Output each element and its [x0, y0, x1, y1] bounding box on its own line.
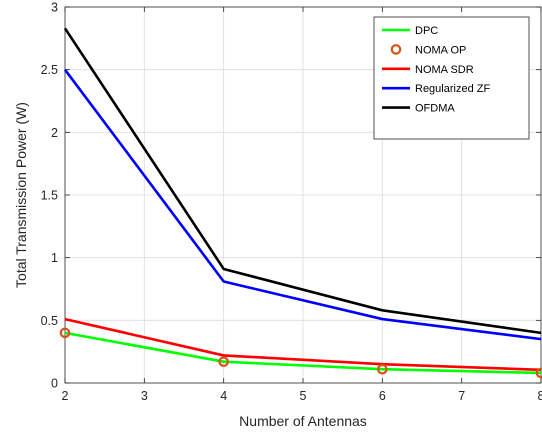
y-tick-label: 3	[51, 1, 58, 15]
data-point-noma-op	[218, 356, 229, 367]
series-lines	[63, 27, 542, 375]
y-tick-label: 1	[51, 251, 58, 265]
legend-label-noma-sdr: NOMA SDR	[415, 64, 474, 76]
data-point-noma-op	[535, 367, 542, 379]
legend-swatch-noma-op	[390, 44, 402, 55]
y-tick-labels: 0 0.5 1 1.5 2 2.5 3	[41, 1, 58, 391]
data-point-noma-op	[59, 327, 71, 339]
data-point-noma-op	[377, 363, 388, 375]
y-axis-label: Total Transmission Power (W)	[13, 102, 29, 288]
y-tick-label: 0	[51, 377, 58, 391]
axis-ticks	[64, 6, 542, 384]
x-tick-label: 3	[141, 389, 148, 403]
x-axis-label: Number of Antennas	[239, 413, 367, 429]
x-tick-label: 4	[220, 389, 227, 403]
x-tick-label: 8	[538, 389, 542, 403]
y-tick-label: 2	[51, 126, 58, 140]
series-line-dpc	[64, 331, 542, 375]
legend-label-dpc: DPC	[415, 25, 438, 37]
series-markers	[59, 327, 542, 379]
series-line-noma-sdr	[64, 317, 542, 372]
y-tick-label: 0.5	[41, 314, 58, 328]
y-tick-label: 1.5	[41, 189, 58, 203]
x-tick-label: 5	[300, 389, 307, 403]
series-line-ofdma	[63, 27, 542, 335]
x-tick-label: 6	[379, 389, 386, 403]
x-tick-labels: 2 3 4 5 6 7 8	[62, 389, 542, 403]
legend-label-regularized-zf: Regularized ZF	[415, 83, 490, 95]
legend: DPC NOMA OP NOMA SDR Regularized ZF OFDMA	[373, 16, 530, 140]
legend-label-noma-op: NOMA OP	[415, 44, 466, 56]
legend-label-ofdma: OFDMA	[415, 103, 455, 115]
y-tick-label: 2.5	[41, 63, 58, 77]
x-tick-label: 7	[458, 389, 465, 403]
legend-box	[373, 16, 530, 140]
x-tick-label: 2	[62, 389, 69, 403]
series-line-regularized-zf	[63, 68, 542, 341]
